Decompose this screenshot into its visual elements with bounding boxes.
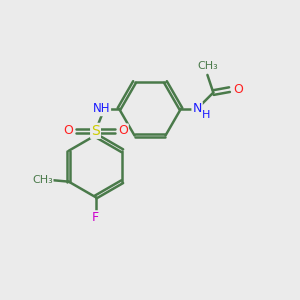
Text: CH₃: CH₃ [32, 175, 52, 185]
Text: F: F [92, 211, 99, 224]
Text: O: O [118, 124, 128, 137]
Text: CH₃: CH₃ [197, 61, 218, 71]
Text: O: O [233, 83, 243, 96]
Text: H: H [202, 110, 211, 120]
Text: S: S [91, 124, 100, 138]
Text: N: N [192, 102, 202, 115]
Text: O: O [63, 124, 73, 137]
Text: NH: NH [93, 102, 110, 115]
